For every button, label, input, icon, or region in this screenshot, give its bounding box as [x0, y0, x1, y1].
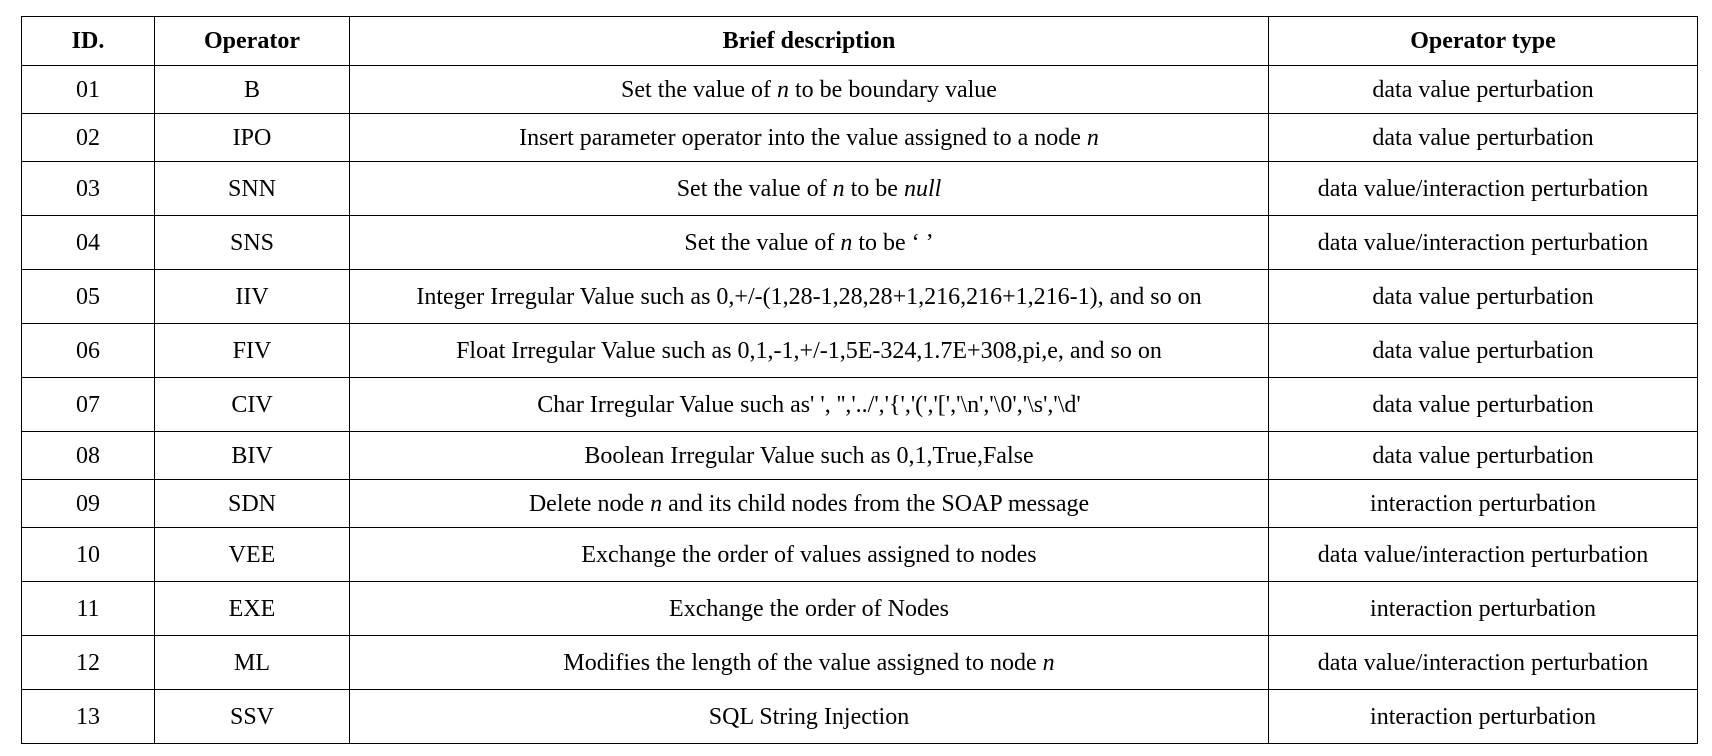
cell-description: Char Irregular Value such as' ', '','../…: [349, 377, 1269, 432]
description-text: to be boundary value: [789, 76, 997, 103]
cell-id: 06: [21, 323, 155, 378]
description-text: Float Irregular Value such as 0,1,-1,+/-…: [456, 337, 1162, 364]
description-text: Boolean Irregular Value such as 0,1,True…: [584, 442, 1034, 469]
table-row: 13 SSV SQL String Injection interaction per…: [21, 689, 1698, 744]
description-text: to be: [844, 175, 904, 202]
description-text: Modifies the length of the value assigne…: [563, 649, 1043, 676]
description-variable: null: [903, 175, 942, 202]
cell-operator: FIV: [154, 323, 350, 378]
description-variable: n: [1042, 649, 1055, 676]
cell-description: Set the value of n to be ‘ ’: [349, 215, 1269, 270]
cell-operator: SNS: [154, 215, 350, 270]
table-row: 09 SDN Delete node n and its child nodes f…: [21, 479, 1698, 528]
description-variable: n: [840, 229, 853, 256]
cell-operator-type: data value perturbation: [1268, 377, 1698, 432]
cell-id: 05: [21, 269, 155, 324]
cell-operator-type: interaction perturbation: [1268, 689, 1698, 744]
table-row: 03 SNN Set the value of n to be null data v…: [21, 161, 1698, 216]
header-operator-type: Operator type: [1268, 16, 1698, 66]
description-text: Integer Irregular Value such as 0,+/-(1,…: [416, 283, 1202, 310]
cell-operator-type: data value/interaction perturbation: [1268, 161, 1698, 216]
description-text: Set the value of: [621, 76, 777, 103]
table-row: 04 SNS Set the value of n to be ‘ ’ data va…: [21, 215, 1698, 270]
table-body: 01 B Set the value of n to be boundary val…: [21, 65, 1698, 744]
cell-operator: EXE: [154, 581, 350, 636]
description-variable: n: [1086, 124, 1099, 151]
cell-description: Insert parameter operator into the value…: [349, 113, 1269, 162]
cell-operator: ML: [154, 635, 350, 690]
description-text: SQL String Injection: [708, 703, 910, 730]
description-text: Char Irregular Value such as' ', '','../…: [537, 391, 1081, 418]
header-id: ID.: [21, 16, 155, 66]
cell-id: 04: [21, 215, 155, 270]
cell-operator: BIV: [154, 431, 350, 480]
cell-operator-type: data value perturbation: [1268, 323, 1698, 378]
cell-description: Delete node n and its child nodes from t…: [349, 479, 1269, 528]
description-text: Insert parameter operator into the value…: [519, 124, 1087, 151]
cell-id: 11: [21, 581, 155, 636]
table-row: 11 EXE Exchange the order of Nodes interact…: [21, 581, 1698, 636]
cell-id: 03: [21, 161, 155, 216]
operators-table: ID. Operator Brief description Operator …: [21, 16, 1698, 744]
description-text: to be ‘ ’: [852, 229, 934, 256]
cell-id: 01: [21, 65, 155, 114]
cell-operator: IPO: [154, 113, 350, 162]
cell-description: Exchange the order of Nodes: [349, 581, 1269, 636]
cell-operator-type: data value perturbation: [1268, 113, 1698, 162]
cell-description: Set the value of n to be boundary value: [349, 65, 1269, 114]
cell-id: 13: [21, 689, 155, 744]
cell-description: Modifies the length of the value assigne…: [349, 635, 1269, 690]
cell-operator-type: data value/interaction perturbation: [1268, 215, 1698, 270]
description-text: Set the value of: [676, 175, 833, 202]
cell-operator: VEE: [154, 527, 350, 582]
cell-description: Set the value of n to be null: [349, 161, 1269, 216]
cell-description: Exchange the order of values assigned to…: [349, 527, 1269, 582]
description-text: and its child nodes from the SOAP messag…: [662, 490, 1090, 517]
description-variable: n: [832, 175, 845, 202]
cell-id: 08: [21, 431, 155, 480]
description-text: Exchange the order of Nodes: [669, 595, 949, 622]
cell-id: 10: [21, 527, 155, 582]
description-variable: n: [777, 76, 789, 103]
cell-operator-type: interaction perturbation: [1268, 479, 1698, 528]
table-header-row: ID. Operator Brief description Operator …: [21, 16, 1698, 66]
table-row: 10 VEE Exchange the order of values assign…: [21, 527, 1698, 582]
table-row: 01 B Set the value of n to be boundary val…: [21, 65, 1698, 114]
cell-operator: CIV: [154, 377, 350, 432]
cell-operator: IIV: [154, 269, 350, 324]
cell-operator-type: data value perturbation: [1268, 269, 1698, 324]
cell-operator: B: [154, 65, 350, 114]
description-text: Exchange the order of values assigned to…: [581, 541, 1037, 568]
description-text: Delete node: [528, 490, 651, 517]
cell-description: SQL String Injection: [349, 689, 1269, 744]
table-row: 07 CIV Char Irregular Value such as' ', ''…: [21, 377, 1698, 432]
cell-operator-type: data value/interaction perturbation: [1268, 527, 1698, 582]
cell-id: 12: [21, 635, 155, 690]
table-row: 06 FIV Float Irregular Value such as 0,1,-…: [21, 323, 1698, 378]
cell-id: 09: [21, 479, 155, 528]
cell-description: Integer Irregular Value such as 0,+/-(1,…: [349, 269, 1269, 324]
table-row: 05 IIV Integer Irregular Value such as 0,+…: [21, 269, 1698, 324]
cell-operator: SNN: [154, 161, 350, 216]
table-row: 02 IPO Insert parameter operator into the …: [21, 113, 1698, 162]
cell-operator-type: interaction perturbation: [1268, 581, 1698, 636]
header-description: Brief description: [349, 16, 1269, 66]
cell-description: Float Irregular Value such as 0,1,-1,+/-…: [349, 323, 1269, 378]
description-text: Set the value of: [684, 229, 841, 256]
description-variable: n: [650, 490, 663, 517]
cell-operator-type: data value perturbation: [1268, 65, 1698, 114]
cell-operator: SDN: [154, 479, 350, 528]
cell-operator-type: data value perturbation: [1268, 431, 1698, 480]
cell-operator-type: data value/interaction perturbation: [1268, 635, 1698, 690]
table-row: 12 ML Modifies the length of the value ass…: [21, 635, 1698, 690]
cell-description: Boolean Irregular Value such as 0,1,True…: [349, 431, 1269, 480]
cell-id: 07: [21, 377, 155, 432]
cell-operator: SSV: [154, 689, 350, 744]
cell-id: 02: [21, 113, 155, 162]
table-row: 08 BIV Boolean Irregular Value such as 0,1…: [21, 431, 1698, 480]
header-operator: Operator: [154, 16, 350, 66]
